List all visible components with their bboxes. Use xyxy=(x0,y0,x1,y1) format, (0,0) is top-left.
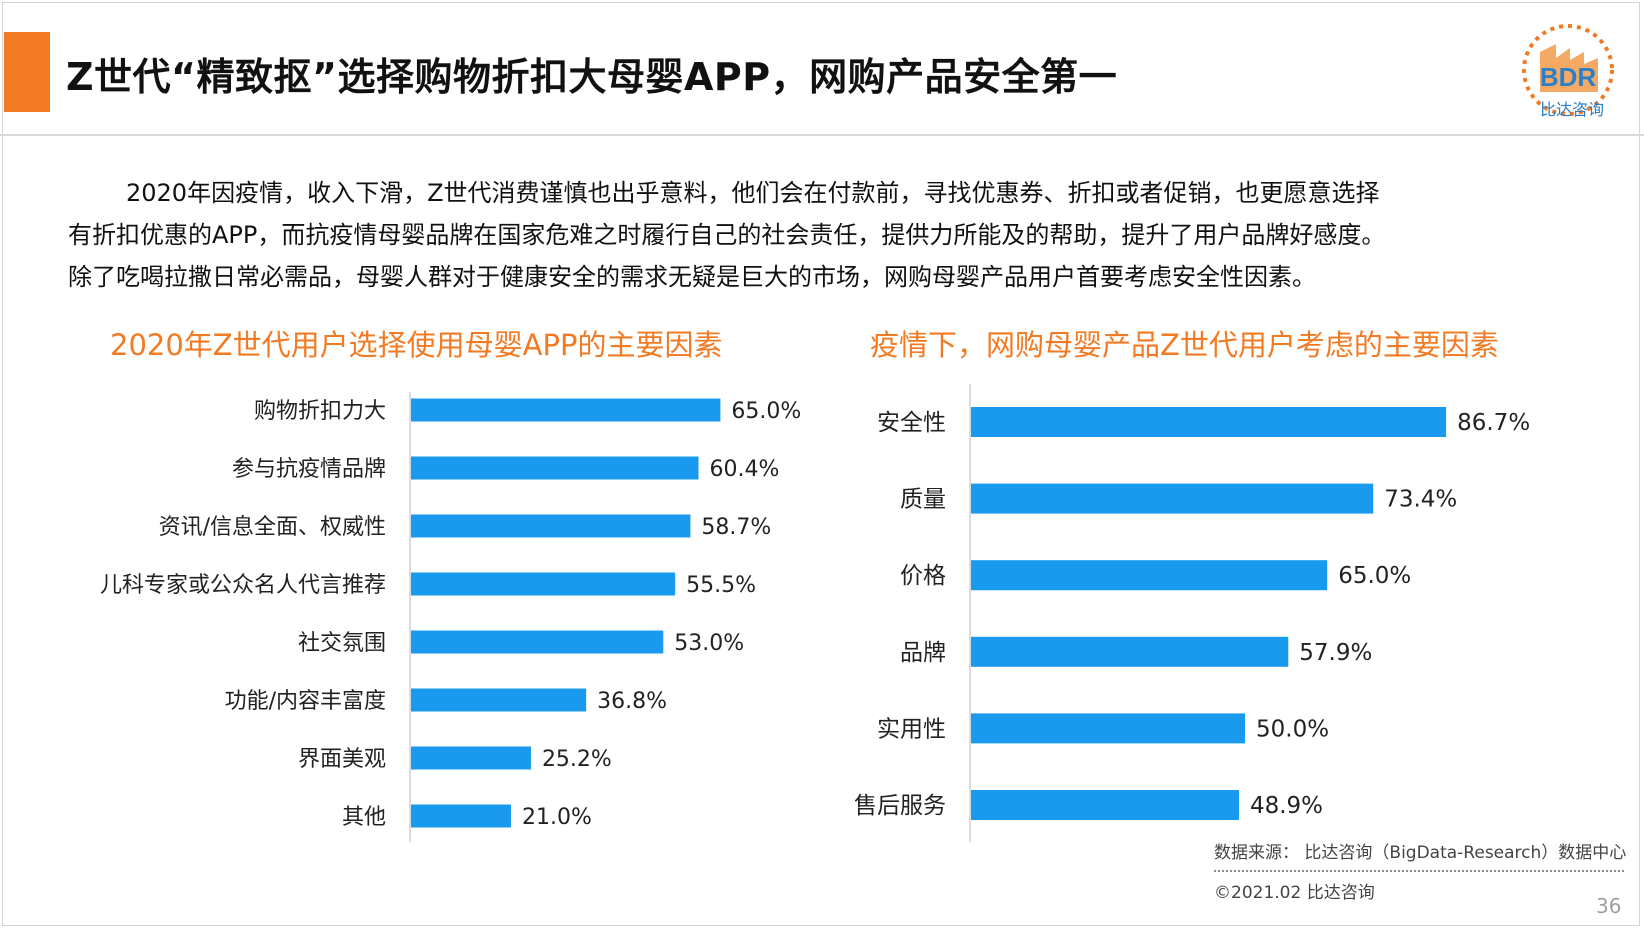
chart-title-left: 2020年Z世代用户选择使用母婴APP的主要因素 xyxy=(110,328,723,362)
chart-0-category-label: 其他 xyxy=(342,805,386,830)
chart-1-bar xyxy=(971,560,1328,591)
chart-1-category-label: 价格 xyxy=(900,563,946,589)
chart-title-right: 疫情下，网购母婴产品Z世代用户考虑的主要因素 xyxy=(870,328,1499,362)
chart-0-value-label: 25.2% xyxy=(542,747,612,772)
data-source: 数据来源： 比达咨询（BigData-Research）数据中心 xyxy=(1214,843,1627,863)
chart-0-category-label: 社交氛围 xyxy=(298,631,386,656)
logo-ring xyxy=(1522,24,1614,116)
chart-0-value-label: 21.0% xyxy=(522,805,592,830)
chart-1-category-label: 售后服务 xyxy=(854,793,946,819)
chart-1-value-label: 48.9% xyxy=(1250,793,1323,819)
intro-line: 除了吃喝拉撒日常必需品，母婴人群对于健康安全的需求无疑是巨大的市场，网购母婴产品… xyxy=(68,263,1316,291)
chart-0-bar xyxy=(411,804,511,828)
chart-1-value-label: 86.7% xyxy=(1457,410,1530,436)
logo-subtitle: 比达咨询 xyxy=(1540,100,1605,119)
chart-0-category-label: 参与抗疫情品牌 xyxy=(232,457,386,482)
chart-1-bar xyxy=(971,407,1447,437)
chart-0-value-label: 65.0% xyxy=(731,399,801,424)
title-bar: Z世代“精致抠”选择购物折扣大母婴APP，网购产品安全第一 xyxy=(0,0,1644,136)
chart-1-value-label: 73.4% xyxy=(1384,487,1457,513)
intro-line: 有折扣优惠的APP，而抗疫情母婴品牌在国家危难之时履行自己的社会责任，提供力所能… xyxy=(68,221,1386,249)
chart-0-bar xyxy=(411,688,587,712)
chart-1-bar xyxy=(971,790,1239,820)
chart-1-category-label: 质量 xyxy=(900,487,946,513)
chart-1-bar xyxy=(971,483,1374,514)
chart-1-value-label: 65.0% xyxy=(1338,563,1411,589)
chart-0-value-label: 55.5% xyxy=(686,573,756,598)
chart-1-category-label: 实用性 xyxy=(877,716,946,742)
bdr-logo: BDR xyxy=(1522,24,1614,116)
footer-divider xyxy=(1214,870,1624,872)
chart-0-category-label: 购物折扣力大 xyxy=(254,399,386,424)
chart-0-bar xyxy=(411,630,664,654)
chart-0-category-label: 资讯/信息全面、权威性 xyxy=(159,515,386,540)
title-accent-bar xyxy=(4,32,50,112)
chart-0-bar xyxy=(411,456,699,480)
chart-0-bar xyxy=(411,572,676,596)
page-title: Z世代“精致抠”选择购物折扣大母婴APP，网购产品安全第一 xyxy=(66,55,1118,99)
chart-0-value-label: 58.7% xyxy=(701,515,771,540)
chart-0-category-label: 界面美观 xyxy=(298,747,386,772)
chart-0-bar xyxy=(411,514,691,538)
chart-1-value-label: 57.9% xyxy=(1299,640,1372,666)
chart-1-bar xyxy=(971,636,1289,667)
chart-1-category-label: 安全性 xyxy=(877,410,946,436)
chart-0-value-label: 36.8% xyxy=(597,689,667,714)
chart-1-bar xyxy=(971,713,1245,744)
page-number: 36 xyxy=(1596,894,1622,918)
intro-paragraph: 2020年因疫情，收入下滑，Z世代消费谨慎也出乎意料，他们会在付款前，寻找优惠券… xyxy=(68,172,1588,298)
chart-0-bar xyxy=(411,746,531,770)
intro-line: 2020年因疫情，收入下滑，Z世代消费谨慎也出乎意料，他们会在付款前，寻找优惠券… xyxy=(126,179,1380,207)
logo-text: BDR xyxy=(1540,62,1597,92)
chart-0-category-label: 儿科专家或公众名人代言推荐 xyxy=(100,573,386,598)
logo-buildings xyxy=(1540,44,1598,92)
copyright: ©2021.02 比达咨询 xyxy=(1214,883,1375,903)
chart-0-bar xyxy=(411,398,721,422)
chart-0-category-label: 功能/内容丰富度 xyxy=(225,689,386,714)
chart-1-value-label: 50.0% xyxy=(1256,716,1329,742)
chart-0-value-label: 60.4% xyxy=(710,457,780,482)
chart-0-value-label: 53.0% xyxy=(674,631,744,656)
chart-1-category-label: 品牌 xyxy=(900,640,946,666)
